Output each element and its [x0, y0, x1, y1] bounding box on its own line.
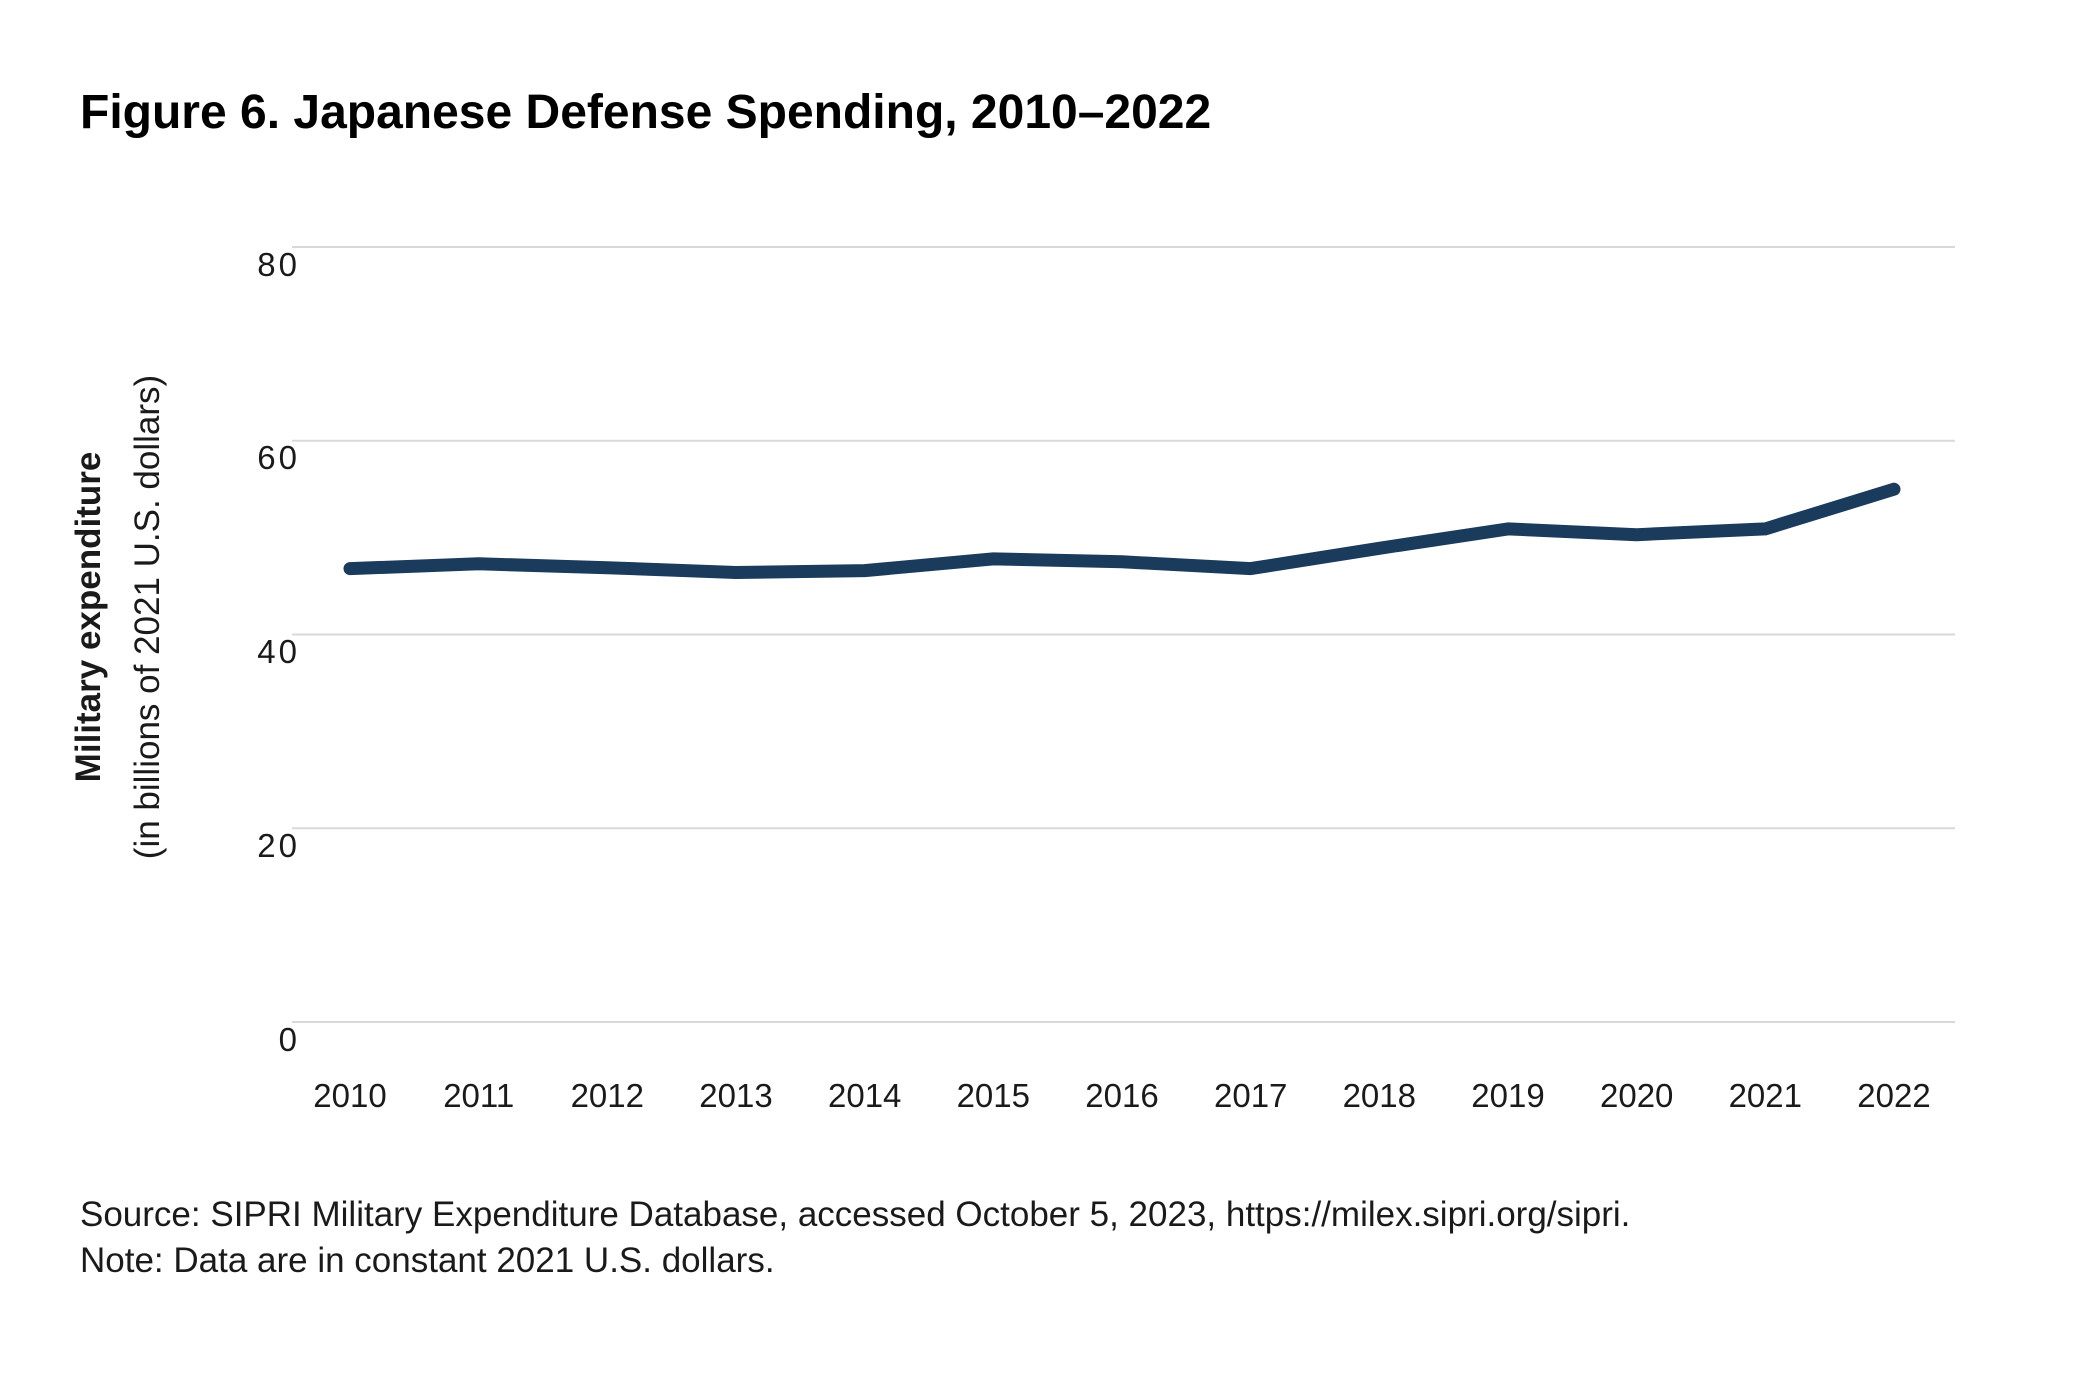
svg-text:Military expenditure: Military expenditure — [69, 452, 108, 783]
svg-text:60: 60 — [257, 439, 300, 476]
svg-text:2015: 2015 — [957, 1077, 1030, 1114]
svg-text:2011: 2011 — [443, 1077, 514, 1114]
svg-text:0: 0 — [279, 1021, 300, 1058]
svg-text:80: 80 — [257, 246, 300, 283]
svg-text:2012: 2012 — [571, 1077, 644, 1114]
svg-text:2013: 2013 — [699, 1077, 772, 1114]
svg-text:2021: 2021 — [1729, 1077, 1802, 1114]
svg-text:2018: 2018 — [1343, 1077, 1416, 1114]
svg-text:2020: 2020 — [1600, 1077, 1673, 1114]
svg-text:2016: 2016 — [1085, 1077, 1158, 1114]
svg-text:20: 20 — [257, 827, 300, 864]
svg-text:2017: 2017 — [1214, 1077, 1287, 1114]
svg-text:(in billions of 2021 U.S. doll: (in billions of 2021 U.S. dollars) — [128, 375, 167, 859]
svg-text:40: 40 — [257, 633, 300, 670]
svg-text:2010: 2010 — [313, 1077, 386, 1114]
svg-text:2014: 2014 — [828, 1077, 901, 1114]
svg-text:2019: 2019 — [1471, 1077, 1544, 1114]
svg-text:2022: 2022 — [1857, 1077, 1930, 1114]
